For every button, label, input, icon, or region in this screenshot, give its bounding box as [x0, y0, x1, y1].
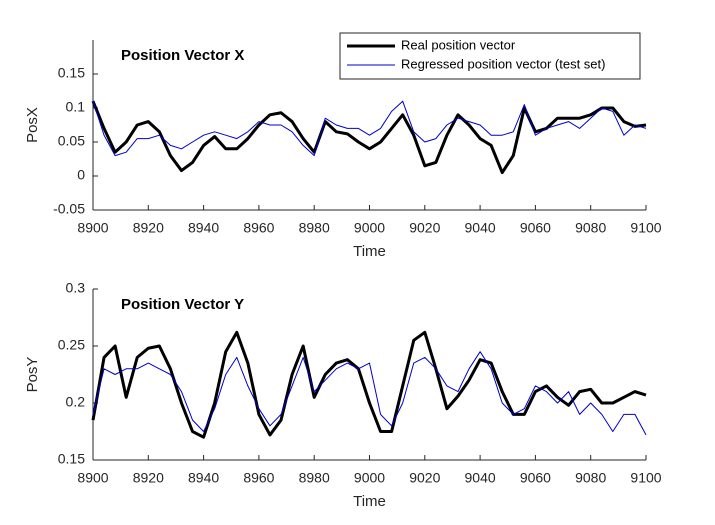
- x-tick-label: 9000: [354, 470, 385, 486]
- legend-label: Regressed position vector (test set): [401, 56, 605, 71]
- x-tick-label: 9100: [630, 220, 661, 236]
- x-tick-label: 8920: [133, 470, 164, 486]
- y-tick-label: 0.05: [58, 133, 85, 149]
- x-tick-label: 9040: [465, 220, 496, 236]
- x-tick-label: 9060: [520, 470, 551, 486]
- y-tick-label: 0.15: [58, 451, 85, 467]
- x-axis-label: Time: [353, 243, 386, 260]
- x-tick-label: 9100: [630, 470, 661, 486]
- y-tick-label: 0.1: [66, 99, 86, 115]
- series-line: [92, 351, 647, 436]
- series-line: [91, 100, 647, 175]
- x-tick-label: 9060: [520, 220, 551, 236]
- y-axis-label: PosY: [24, 357, 41, 393]
- chart-title: Position Vector Y: [121, 296, 244, 313]
- series-line: [92, 100, 647, 157]
- chart-title: Position Vector X: [121, 47, 244, 64]
- x-tick-label: 9080: [575, 220, 606, 236]
- x-tick-label: 8920: [133, 220, 164, 236]
- y-tick-label: 0: [77, 167, 85, 183]
- x-tick-label: 9040: [465, 470, 496, 486]
- legend-label: Real position vector: [401, 37, 516, 52]
- x-tick-label: 8900: [77, 220, 108, 236]
- y-axis-label: PosX: [24, 107, 41, 143]
- x-tick-label: 8960: [243, 220, 274, 236]
- x-tick-label: 9000: [354, 220, 385, 236]
- x-axis-label: Time: [353, 493, 386, 510]
- y-tick-label: -0.05: [53, 201, 85, 217]
- y-tick-label: 0.2: [66, 394, 86, 410]
- y-tick-label: 0.3: [66, 280, 86, 296]
- x-tick-label: 9020: [409, 470, 440, 486]
- x-tick-label: 8960: [243, 470, 274, 486]
- x-tick-label: 8940: [188, 470, 219, 486]
- x-tick-label: 8900: [77, 470, 108, 486]
- legend-box: [339, 32, 641, 80]
- x-tick-label: 8940: [188, 220, 219, 236]
- x-tick-label: 8980: [299, 220, 330, 236]
- x-tick-label: 8980: [299, 470, 330, 486]
- x-tick-label: 9080: [575, 470, 606, 486]
- y-tick-label: 0.25: [58, 337, 85, 353]
- y-tick-label: 0.15: [58, 65, 85, 81]
- x-tick-label: 9020: [409, 220, 440, 236]
- series-line: [91, 330, 647, 439]
